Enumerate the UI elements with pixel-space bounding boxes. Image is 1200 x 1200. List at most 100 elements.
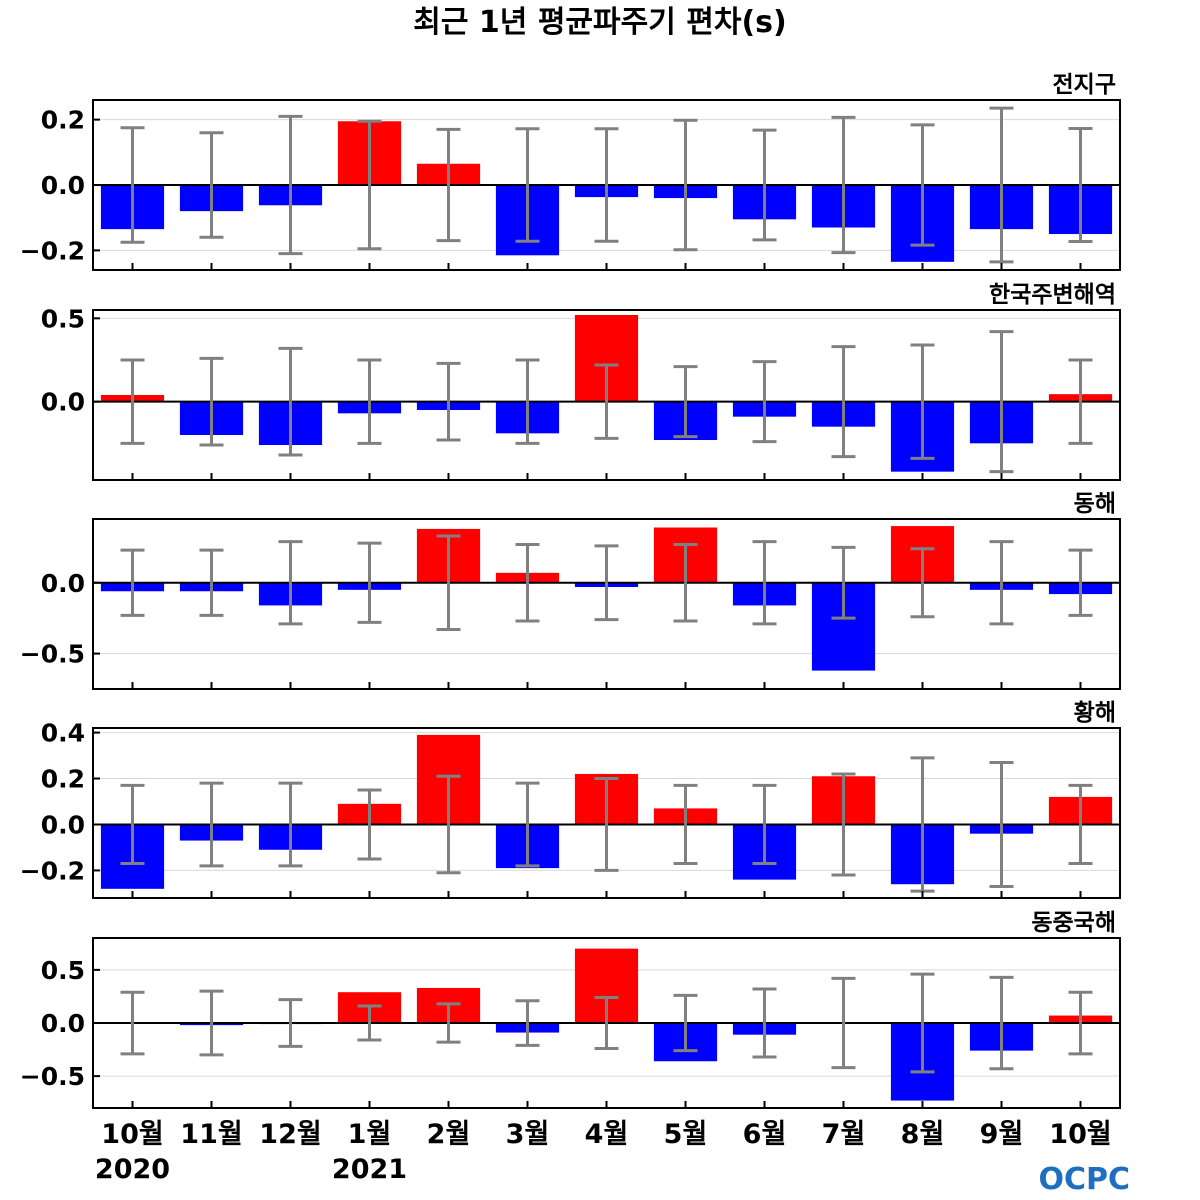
x-tick-label: 7월 [822,1119,866,1150]
error-bar [120,990,145,1056]
error-bar [120,783,145,866]
error-bar [515,999,540,1047]
error-bar [1068,990,1093,1056]
x-tick-label: 12월 [259,1119,321,1150]
error-bar [910,547,935,619]
y-tick-label: 0.2 [41,765,85,794]
y-tick-label: −0.2 [20,236,85,265]
error-bar [594,127,619,243]
error-bar [1068,358,1093,445]
y-tick-label: 0.0 [41,1009,85,1038]
error-bar [752,987,777,1059]
panel-label: 황해 [1074,700,1116,726]
x-tick-label: 11월 [180,1119,242,1150]
error-bar [673,365,698,439]
x-tick-label: 3월 [506,1119,550,1150]
error-bar [1068,126,1093,244]
x-tick-label: 8월 [901,1119,945,1150]
error-bar [910,123,935,247]
error-bar [278,346,303,457]
error-bar [278,540,303,626]
error-bar [673,543,698,623]
error-bar [436,127,461,243]
error-bar [594,996,619,1050]
y-tick-label: 0.5 [41,956,85,985]
y-tick-label: 0.4 [41,719,85,748]
error-bar [910,343,935,460]
panel-1: 0.0 0.5 한국주변해역 [41,282,1121,481]
y-tick-label: −0.5 [20,1062,85,1091]
error-bar [436,534,461,631]
x-axis: 10월 11월 12월 1월 2월 3월 4월 5월 6월 7월 8월 9월 10월 2020 2021 [95,1119,1112,1185]
error-bar [515,543,540,623]
panel-3: −0.2 0.0 0.2 0.4 황해 [20,700,1121,899]
error-bar [357,541,382,624]
y-tick-label: 0.2 [41,106,85,135]
error-bar [278,781,303,868]
error-bar [120,126,145,244]
x-tick-label: 10월 [1049,1119,1111,1150]
error-bar [278,114,303,256]
error-bar [199,989,224,1057]
panel-label: 동해 [1074,491,1116,517]
error-bar [594,777,619,872]
error-bar [357,358,382,445]
error-bar [989,330,1014,474]
error-bar [989,540,1014,626]
logo-text: OCPC [1038,1162,1130,1197]
error-bar [752,783,777,866]
y-tick-label: −0.2 [20,856,85,885]
y-tick-label: 0.0 [41,388,85,417]
error-bar [989,106,1014,264]
error-bar [1068,548,1093,617]
y-tick-label: 0.5 [41,304,85,333]
error-bar [989,975,1014,1071]
error-bar [357,119,382,251]
y-tick-label: 0.0 [41,171,85,200]
error-bar [278,998,303,1048]
error-bar [120,548,145,617]
ocpc-logo: OCPC [1038,1162,1130,1197]
error-bar [831,772,856,877]
error-bar [752,540,777,626]
error-bar [515,127,540,243]
panel-0: −0.2 0.0 0.2 전지구 [20,72,1121,271]
error-bar [831,345,856,459]
error-bar [436,361,461,442]
error-bar [515,781,540,868]
error-bar [1068,783,1093,866]
error-bar [989,760,1014,889]
error-bar [673,783,698,866]
error-bar [910,972,935,1074]
x-tick-label: 1월 [348,1119,392,1150]
x-tick-label: 6월 [743,1119,787,1150]
x-tick-label: 5월 [664,1119,708,1150]
panel-label: 동중국해 [1031,910,1116,936]
error-bar [199,548,224,617]
error-bar [199,356,224,447]
y-tick-label: 0.0 [41,569,85,598]
error-bar [436,774,461,875]
error-bar [752,128,777,242]
y-tick-label: −0.5 [20,640,85,669]
year-label: 2021 [332,1154,407,1185]
error-bar [515,358,540,445]
error-bar [357,788,382,861]
chart-title: 최근 1년 평균파주기 편차(s) [413,5,787,40]
y-tick-label: 0.0 [41,810,85,839]
panel-label: 전지구 [1053,72,1116,98]
error-bar [831,545,856,620]
error-bar [594,544,619,622]
year-label: 2020 [95,1154,170,1185]
error-bar [673,118,698,252]
error-bar [831,115,856,255]
error-bar [436,1002,461,1044]
error-bar [752,360,777,444]
panel-label: 한국주변해역 [989,282,1116,308]
error-bar [199,781,224,868]
error-bar [673,993,698,1053]
x-tick-label: 2월 [427,1119,471,1150]
error-bar [357,1004,382,1042]
